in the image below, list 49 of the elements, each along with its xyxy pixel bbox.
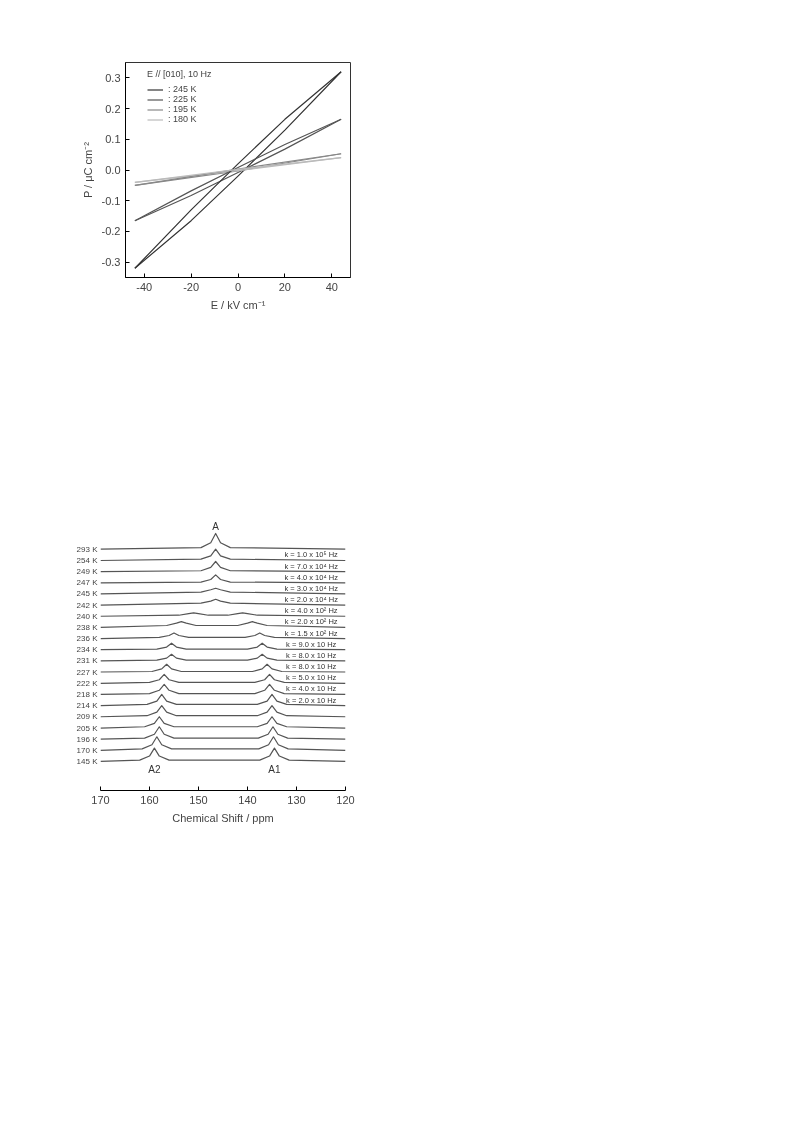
series-label: 245 K bbox=[76, 589, 99, 599]
y-axis-title: P / μC cm⁻² bbox=[81, 141, 94, 199]
annotation: A bbox=[212, 521, 220, 533]
series-label: 236 K bbox=[76, 634, 99, 644]
series-label: 293 K bbox=[76, 544, 99, 554]
legend-title: E // [010], 10 Hz bbox=[147, 69, 212, 79]
series-label: 247 K bbox=[76, 578, 99, 588]
x-tick-label: 150 bbox=[189, 793, 208, 806]
x-tick-label: 20 bbox=[278, 280, 292, 293]
y-tick-label: 0.0 bbox=[105, 164, 121, 176]
x-tick-label: 40 bbox=[325, 280, 338, 293]
series-label: 145 K bbox=[76, 756, 99, 766]
y-tick-label: -0.2 bbox=[101, 225, 121, 238]
x-tick-label: 130 bbox=[287, 793, 306, 806]
legend-label: : 180 K bbox=[168, 114, 197, 124]
x-tick-label: -20 bbox=[183, 280, 200, 293]
series-label: 209 K bbox=[76, 712, 99, 722]
series-label: 218 K bbox=[76, 689, 99, 699]
annotation: A2 bbox=[148, 764, 161, 776]
x-tick-label: 140 bbox=[238, 793, 257, 806]
x-axis-title: Chemical Shift / ppm bbox=[172, 811, 274, 824]
legend-label: : 225 K bbox=[168, 94, 197, 104]
x-tick-label: 120 bbox=[336, 793, 355, 806]
y-tick-label: -0.3 bbox=[101, 256, 121, 269]
x-axis-title: E / kV cm⁻¹ bbox=[210, 298, 266, 311]
series-label: 196 K bbox=[76, 734, 99, 744]
x-tick-label: 160 bbox=[140, 793, 159, 806]
series-label: 234 K bbox=[76, 645, 99, 655]
x-tick-label: -40 bbox=[136, 280, 153, 293]
series-label: 222 K bbox=[76, 678, 99, 688]
series-label: 231 K bbox=[76, 656, 99, 666]
x-tick-label: 170 bbox=[91, 793, 110, 806]
annotation: A1 bbox=[268, 764, 281, 776]
series-label: 214 K bbox=[76, 701, 99, 711]
series-label: 249 K bbox=[76, 567, 99, 577]
series-label: 227 K bbox=[76, 667, 99, 677]
y-tick-label: -0.1 bbox=[101, 194, 121, 207]
series-label: 238 K bbox=[76, 622, 99, 632]
y-tick-label: 0.1 bbox=[105, 133, 121, 146]
legend-label: : 195 K bbox=[168, 104, 197, 114]
y-tick-label: 0.3 bbox=[105, 71, 121, 84]
series-label: 170 K bbox=[76, 745, 99, 755]
series-label: 242 K bbox=[76, 600, 99, 610]
series-label: 205 K bbox=[76, 723, 99, 733]
y-tick-label: 0.2 bbox=[105, 102, 121, 115]
series-label: 254 K bbox=[76, 555, 99, 565]
legend-label: : 245 K bbox=[168, 84, 197, 94]
series-label: 240 K bbox=[76, 611, 99, 621]
x-tick-label: 0 bbox=[234, 280, 242, 293]
